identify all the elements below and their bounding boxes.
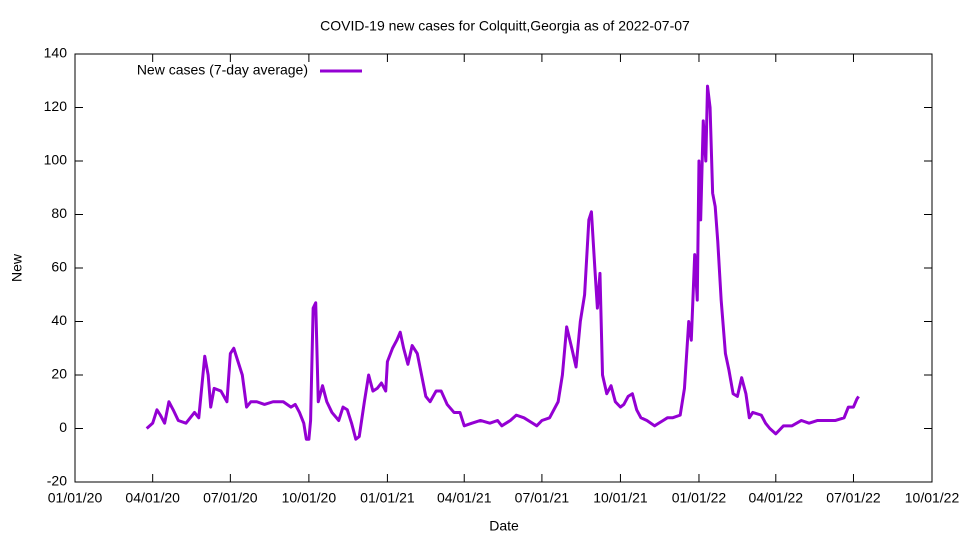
x-tick-label: 10/01/20	[282, 490, 337, 506]
x-tick-label: 07/01/21	[515, 490, 570, 506]
y-tick-label: 60	[51, 259, 67, 275]
x-tick-label: 01/01/21	[360, 490, 415, 506]
y-tick-label: 40	[51, 312, 67, 328]
x-tick-label: 01/01/20	[48, 490, 103, 506]
x-tick-label: 04/01/21	[437, 490, 492, 506]
legend-label: New cases (7-day average)	[137, 62, 308, 78]
y-tick-label: 140	[44, 45, 68, 61]
y-tick-label: 20	[51, 366, 67, 382]
plot-border	[74, 53, 933, 483]
x-tick-label: 04/01/20	[125, 490, 180, 506]
x-axis-label: Date	[489, 518, 519, 534]
x-tick-label: 01/01/22	[672, 490, 727, 506]
y-tick-label: -20	[47, 473, 67, 489]
y-axis-label: New	[9, 253, 25, 282]
x-tick-label: 04/01/22	[749, 490, 804, 506]
y-tick-label: 0	[59, 419, 67, 435]
x-tick-label: 10/01/21	[593, 490, 648, 506]
y-tick-label: 100	[44, 152, 68, 168]
data-line	[145, 84, 860, 441]
chart-title: COVID-19 new cases for Colquitt,Georgia …	[320, 18, 690, 34]
x-tick-label: 07/01/20	[203, 490, 258, 506]
y-tick-label: 80	[51, 205, 67, 221]
y-tick-label: 120	[44, 98, 68, 114]
x-tick-label: 10/01/22	[905, 490, 960, 506]
x-tick-label: 07/01/22	[826, 490, 881, 506]
